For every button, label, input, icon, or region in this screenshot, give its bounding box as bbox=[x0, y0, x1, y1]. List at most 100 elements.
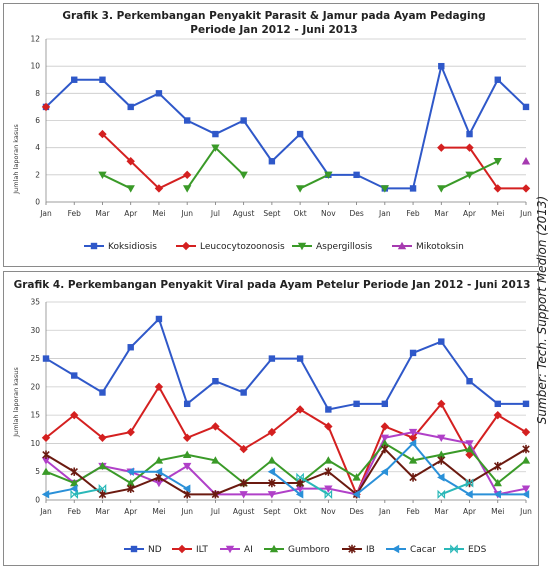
legend-item-aspergillosis: Aspergillosis bbox=[292, 242, 373, 252]
data-point-ai bbox=[465, 440, 474, 448]
legend-swatch-marker bbox=[269, 544, 279, 553]
data-point-koksidiosis bbox=[240, 117, 247, 124]
data-point-nd bbox=[494, 400, 501, 408]
data-point-gumboro bbox=[493, 478, 502, 487]
data-point-eds bbox=[296, 472, 304, 483]
data-point-leucocytozoonosis bbox=[437, 143, 446, 152]
legend-label: Aspergillosis bbox=[316, 242, 373, 252]
series-line-aspergillosis bbox=[299, 173, 329, 190]
data-point-cacar bbox=[295, 490, 304, 499]
y-tick-label: 0 bbox=[35, 496, 40, 505]
data-point-leucocytozoonosis bbox=[465, 143, 474, 152]
data-point-ilt bbox=[380, 422, 390, 431]
data-point-gumboro bbox=[380, 439, 390, 447]
data-point-aspergillosis bbox=[380, 185, 390, 193]
data-point-ai bbox=[380, 434, 390, 442]
x-tick-label: Jun bbox=[519, 209, 532, 218]
data-point-cacar bbox=[380, 467, 389, 476]
data-point-ilt bbox=[211, 422, 220, 431]
series-line-cacar bbox=[45, 487, 75, 496]
data-point-leucocytozoonosis bbox=[41, 102, 51, 112]
x-tick-label: Jan bbox=[378, 507, 391, 516]
legend-swatch-marker bbox=[391, 544, 400, 554]
legend-label: IB bbox=[366, 545, 375, 555]
data-point-ib bbox=[522, 444, 530, 454]
data-point-nd bbox=[99, 389, 106, 396]
legend-label: Leucocytozoonosis bbox=[200, 242, 285, 252]
legend-label: Mikotoksin bbox=[416, 242, 464, 252]
y-tick-label: 4 bbox=[35, 143, 40, 152]
series-line-gumboro bbox=[45, 442, 527, 485]
data-point-nd bbox=[155, 315, 163, 323]
x-tick-label: Apr bbox=[463, 507, 477, 516]
data-point-gumboro bbox=[324, 456, 333, 464]
legend-swatch-marker bbox=[450, 544, 458, 554]
data-point-nd bbox=[522, 400, 530, 408]
data-point-cacar bbox=[352, 490, 360, 499]
series-line-eds bbox=[299, 476, 329, 496]
data-point-koksidiosis bbox=[296, 130, 304, 138]
y-tick-label: 12 bbox=[30, 35, 40, 44]
data-point-mikotoksin bbox=[521, 157, 531, 165]
data-point-ib bbox=[437, 456, 446, 465]
x-tick-label: Jul bbox=[210, 507, 220, 516]
data-point-cacar bbox=[521, 490, 530, 499]
source-note-text: Sumber: Tech. Support Medion (2013) bbox=[535, 196, 549, 424]
x-tick-label: Apr bbox=[463, 209, 477, 218]
legend-item-ai: AI bbox=[220, 545, 253, 555]
data-point-leucocytozoonosis bbox=[126, 157, 135, 166]
series-lines bbox=[41, 315, 531, 499]
data-point-gumboro bbox=[41, 467, 51, 475]
data-point-ai bbox=[437, 434, 446, 442]
x-tick-label: Des bbox=[349, 209, 363, 218]
chart-title-line2: Periode Jan 2012 - Juni 2013 bbox=[190, 24, 357, 36]
data-point-ilt bbox=[182, 433, 192, 442]
data-point-ilt bbox=[154, 382, 164, 392]
data-point-aspergillosis bbox=[437, 185, 446, 193]
series-line-ilt bbox=[45, 384, 527, 497]
legend-item-koksidiosis: Koksidiosis bbox=[84, 242, 157, 252]
series-line-koksidiosis bbox=[45, 62, 527, 190]
series-line-aspergillosis bbox=[186, 146, 245, 189]
legend-label: Koksidiosis bbox=[108, 242, 157, 252]
x-tick-label: Mei bbox=[491, 209, 504, 218]
data-point-aspergillosis bbox=[239, 171, 248, 180]
data-point-eds bbox=[324, 489, 333, 499]
data-point-aspergillosis bbox=[493, 158, 502, 166]
data-point-ib bbox=[409, 473, 417, 482]
data-point-nd bbox=[438, 338, 445, 345]
data-point-gumboro bbox=[98, 461, 107, 470]
y-tick-label: 10 bbox=[30, 62, 40, 71]
legend-label: EDS bbox=[468, 545, 487, 555]
data-point-aspergillosis bbox=[98, 171, 107, 180]
x-tick-label: Jun bbox=[180, 209, 193, 218]
data-point-gumboro bbox=[408, 456, 418, 464]
legend-item-gumboro: Gumboro bbox=[264, 544, 330, 555]
x-tick-label: Mar bbox=[95, 507, 110, 516]
legend-item-eds: EDS bbox=[444, 544, 487, 555]
data-point-koksidiosis bbox=[438, 62, 445, 70]
data-point-aspergillosis bbox=[465, 171, 474, 180]
x-tick-label: Agust bbox=[233, 507, 255, 516]
x-tick-label: Feb bbox=[406, 507, 420, 516]
y-tick-label: 35 bbox=[30, 298, 40, 307]
data-point-ai bbox=[324, 485, 333, 493]
legend-swatch-marker bbox=[181, 241, 191, 251]
data-point-cacar bbox=[267, 467, 276, 476]
legend-label: AI bbox=[244, 545, 253, 555]
legend-label: ND bbox=[148, 545, 162, 555]
y-tick-label: 2 bbox=[35, 170, 40, 179]
series-line-ai bbox=[45, 431, 527, 496]
x-tick-label: Jun bbox=[180, 507, 193, 516]
x-tick-label: Okt bbox=[294, 209, 307, 218]
y-tick-label: 30 bbox=[30, 326, 40, 335]
series-line-eds bbox=[74, 487, 103, 496]
data-point-eds bbox=[437, 489, 446, 499]
data-point-nd bbox=[353, 400, 360, 408]
legend-item-ilt: ILT bbox=[172, 544, 208, 555]
series-line-leucocytozoonosis bbox=[101, 133, 188, 190]
data-point-nd bbox=[127, 344, 134, 351]
x-tick-label: Jun bbox=[519, 507, 532, 516]
series-line-eds bbox=[440, 482, 470, 496]
x-tick-label: Jan bbox=[39, 507, 52, 516]
